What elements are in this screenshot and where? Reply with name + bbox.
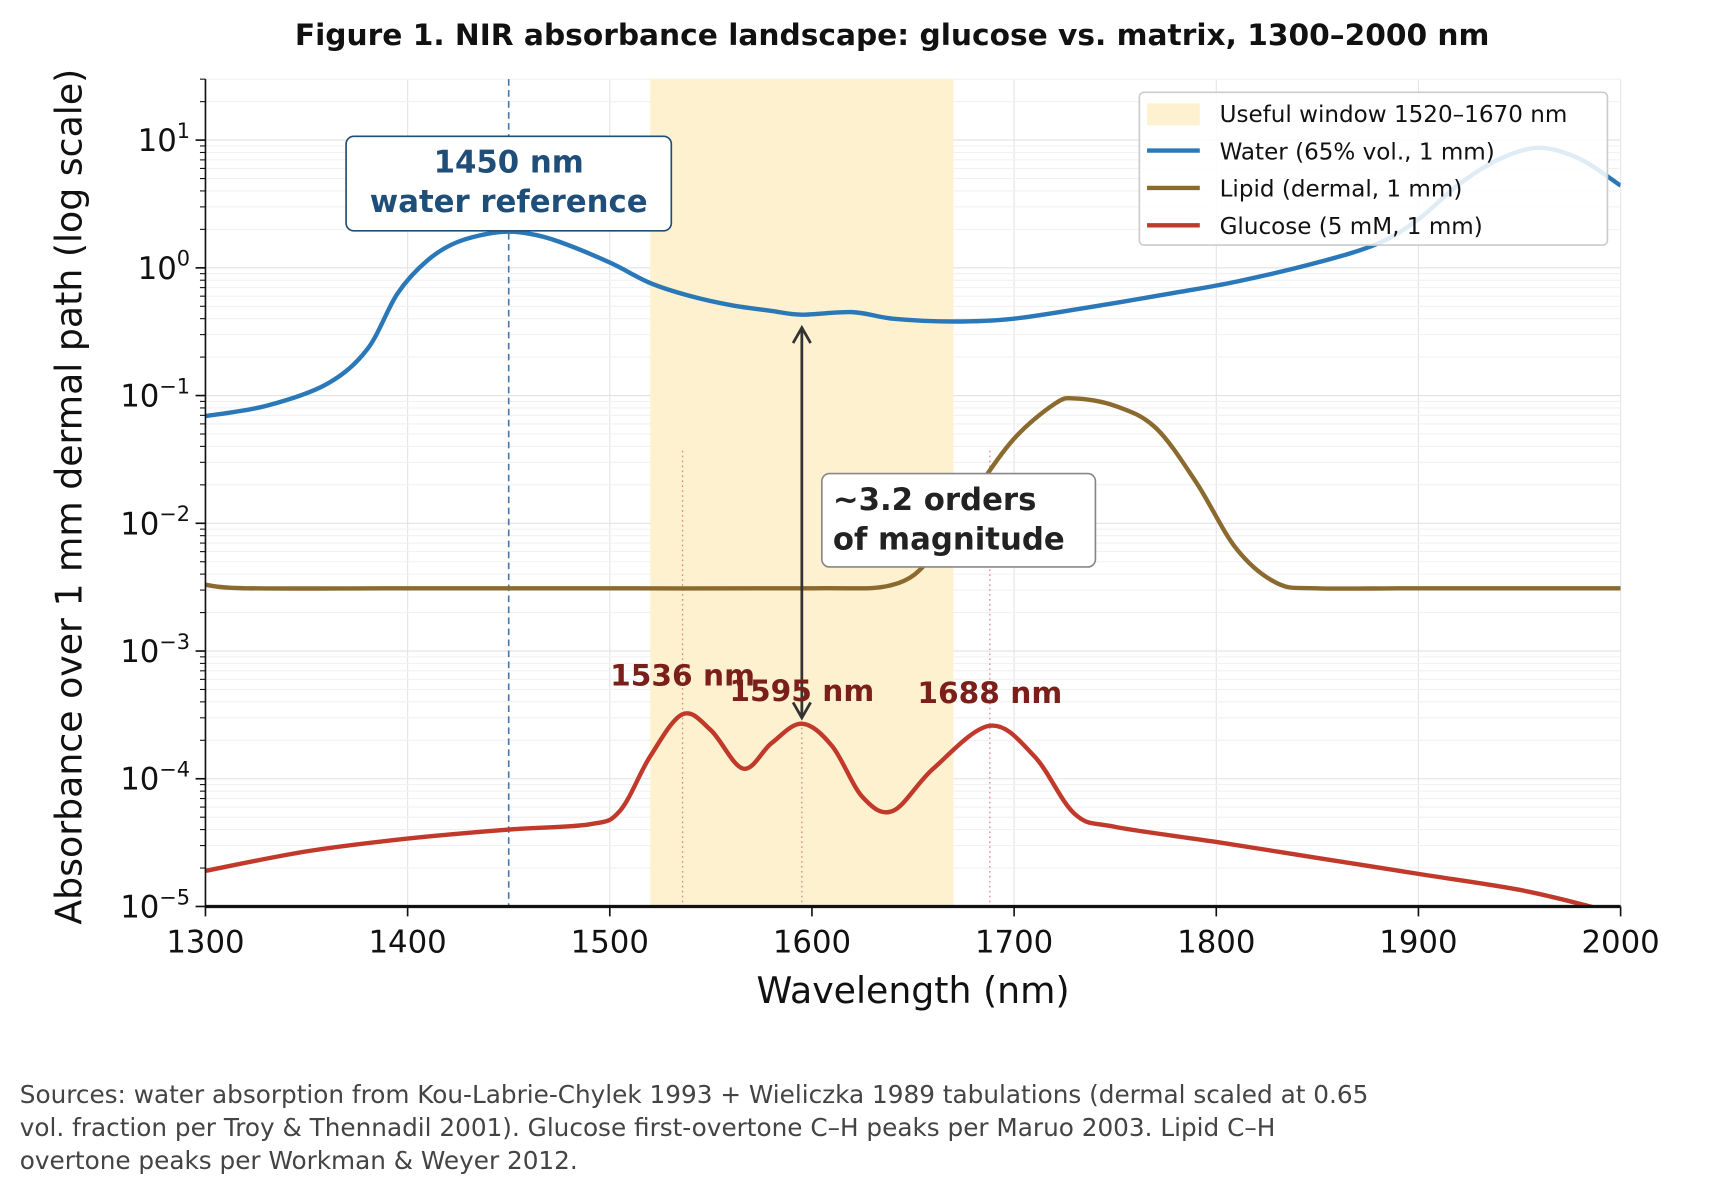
x-tick-label: 1600 xyxy=(773,925,851,961)
y-axis-label: Absorbance over 1 mm dermal path (log sc… xyxy=(47,69,90,925)
x-tick-label: 1800 xyxy=(1177,925,1255,961)
y-tick-base: 10 xyxy=(120,379,159,415)
footer-line: Sources: water absorption from Kou-Labri… xyxy=(20,1080,1369,1109)
peak-label: 1536 nm xyxy=(610,658,755,693)
peak-label: 1688 nm xyxy=(917,675,1062,710)
y-tick-exponent: −2 xyxy=(159,502,190,526)
water-reference-label: 1450 nm xyxy=(434,145,584,181)
x-tick-label: 1700 xyxy=(975,925,1053,961)
gap-label: of magnitude xyxy=(833,521,1065,557)
y-tick-exponent: −3 xyxy=(159,630,190,654)
y-tick-exponent: 1 xyxy=(177,119,190,143)
series-line-glucose xyxy=(205,711,1599,907)
y-tick-base: 10 xyxy=(120,506,159,542)
y-tick-exponent: −4 xyxy=(159,758,190,782)
water-reference-label: water reference xyxy=(370,184,648,220)
footer-notes: Sources: water absorption from Kou-Labri… xyxy=(20,1080,1369,1175)
x-tick-label: 1500 xyxy=(571,925,649,961)
series-line-lipid xyxy=(205,395,1621,591)
x-tick-label: 2000 xyxy=(1581,925,1659,961)
gap-label-box xyxy=(821,472,1097,568)
y-tick-base: 10 xyxy=(120,889,159,925)
y-tick-exponent: −1 xyxy=(159,374,190,398)
gap-label: ~3.2 orders xyxy=(833,482,1037,518)
y-tick-label: 10−2 xyxy=(120,502,190,542)
footer-line: vol. fraction per Troy & Thennadil 2001)… xyxy=(20,1113,1276,1142)
arrow-head-down-icon xyxy=(791,701,812,721)
y-tick-base: 10 xyxy=(120,762,159,798)
legend-label: Glucose (5 mM, 1 mm) xyxy=(1220,214,1483,240)
axes: 1300 1400 1500 1600 1700 1800 1900 200010−510−4… xyxy=(120,78,1660,961)
legend-label: Useful window 1520–1670 nm xyxy=(1220,102,1568,128)
legend-label: Lipid (dermal, 1 mm) xyxy=(1220,177,1463,203)
y-tick-exponent: −5 xyxy=(159,885,190,909)
peak-label: 1595 nm xyxy=(729,673,874,708)
y-tick-label: 10−1 xyxy=(120,374,190,414)
y-tick-label: 100 xyxy=(138,247,190,287)
legend-label: Water (65% vol., 1 mm) xyxy=(1220,139,1495,165)
legend-swatch-window xyxy=(1147,103,1200,126)
y-tick-label: 10−3 xyxy=(120,630,190,670)
y-tick-base: 10 xyxy=(138,123,177,159)
water-reference-box xyxy=(345,135,673,232)
x-tick-label: 1300 xyxy=(166,925,244,961)
chart-title: Figure 1. NIR absorbance landscape: gluc… xyxy=(295,17,1490,52)
y-tick-base: 10 xyxy=(120,634,159,670)
y-tick-label: 101 xyxy=(138,119,190,159)
x-tick-label: 1900 xyxy=(1379,925,1457,961)
legend: Useful window 1520–1670 nm Water (65% vol… xyxy=(1138,91,1609,246)
arrow-head-up-icon xyxy=(791,324,812,344)
y-tick-exponent: 0 xyxy=(177,247,190,271)
x-tick-label: 1400 xyxy=(368,925,446,961)
x-axis-label: Wavelength (nm) xyxy=(756,969,1069,1012)
y-tick-label: 10−5 xyxy=(120,885,190,925)
y-tick-base: 10 xyxy=(138,251,177,287)
legend-box xyxy=(1138,91,1609,246)
footer-line: overtone peaks per Workman & Weyer 2012. xyxy=(20,1146,578,1175)
y-tick-label: 10−4 xyxy=(120,758,190,798)
